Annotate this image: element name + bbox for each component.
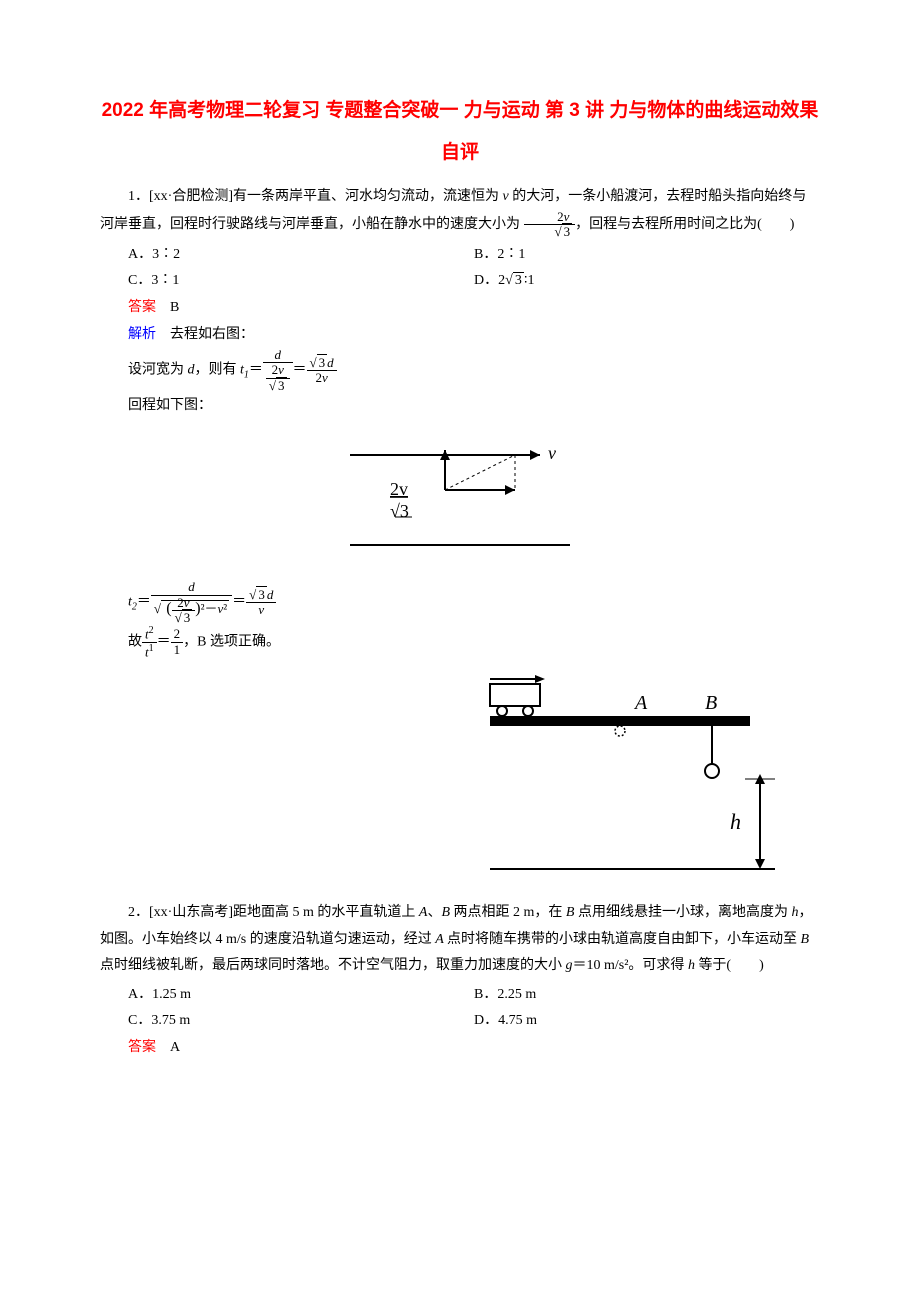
fig2-A: A <box>633 692 648 714</box>
fig1-num: 2v <box>390 479 408 499</box>
t2-frac1: d (2v3)²－v² <box>151 580 232 625</box>
q1-stem: 1．[xx·合肥检测]有一条两岸平直、河水均匀流动，流速恒为 v 的大河，一条小… <box>100 184 820 240</box>
q2-B2: B <box>566 905 578 920</box>
q2-B: B <box>441 905 453 920</box>
q2-ans-label: 答案 <box>128 1040 156 1055</box>
q2-optD: D．4.75 m <box>474 1008 820 1035</box>
figure-cart: A B h <box>100 674 820 885</box>
ratio-val: 21 <box>171 627 184 657</box>
q1-explain-2: 设河宽为 d，则有 t1＝d2v3＝3d2v <box>128 348 820 393</box>
fig2-B: B <box>705 692 717 714</box>
q2-b: 、 <box>427 905 441 920</box>
q1-explain-5: 故t2t1＝21，B 选项正确。 <box>128 625 820 659</box>
q2-B3: B <box>801 932 810 947</box>
fig1-v: v <box>548 443 556 463</box>
q1-options-2: C．3∶1 D．23∶1 <box>128 268 820 295</box>
ans-val: B <box>156 300 179 315</box>
q2-answer: 答案 A <box>100 1035 820 1062</box>
q1-optC: C．3∶1 <box>128 268 474 295</box>
q2-options: A．1.25 m B．2.25 m <box>128 982 820 1009</box>
exp-label: 解析 <box>128 327 156 342</box>
page-title: 2022 年高考物理二轮复习 专题整合突破一 力与运动 第 3 讲 力与物体的曲… <box>100 90 820 174</box>
exp-b: 设河宽为 <box>128 363 188 378</box>
ans-label: 答案 <box>128 300 156 315</box>
exp-a: 去程如右图： <box>156 327 254 342</box>
exp-e: 故 <box>128 634 142 649</box>
boat-svg: v 2v √3 <box>330 435 590 555</box>
q2-hh: ＝10 m/s²。可求得 <box>573 958 688 973</box>
t1-frac1: d2v3 <box>263 348 293 393</box>
q1-stem-c: ，回程与去程所用时间之比为( ) <box>575 217 794 232</box>
q2-optC: C．3.75 m <box>128 1008 474 1035</box>
q2-gvar: g <box>566 958 573 973</box>
q1-explain-1: 解析 去程如右图： <box>100 322 820 349</box>
t1-frac2: 3d2v <box>307 356 337 386</box>
var-v: v <box>503 189 513 204</box>
exp-f: ，B 选项正确。 <box>183 634 280 649</box>
q1-answer: 答案 B <box>100 295 820 322</box>
q2-d: 点用细线悬挂一小球，离地高度为 <box>578 905 792 920</box>
q2-stem: 2．[xx·山东高考]距地面高 5 m 的水平直轨道上 A、B 两点相距 2 m… <box>100 900 820 980</box>
q2-a: 2．[xx·山东高考]距地面高 5 m 的水平直轨道上 <box>128 905 419 920</box>
q1-optD: D．23∶1 <box>474 268 820 295</box>
speed-fraction: 2v3 <box>524 210 576 240</box>
q1-stem-a: 1．[xx·合肥检测]有一条两岸平直、河水均匀流动，流速恒为 <box>128 189 503 204</box>
q2-options-2: C．3.75 m D．4.75 m <box>128 1008 820 1035</box>
t2-frac2: 3dv <box>246 588 276 618</box>
fig1-den: √3 <box>390 501 409 521</box>
exp-c: ，则有 <box>195 363 241 378</box>
q1-optB: B．2∶1 <box>474 242 820 269</box>
q1-options: A．3∶2 B．2∶1 <box>128 242 820 269</box>
fig2-h: h <box>730 809 741 834</box>
q2-g: 点时细线被轧断，最后两球同时落地。不计空气阻力，取重力加速度的大小 <box>100 958 566 973</box>
q2-optA: A．1.25 m <box>128 982 474 1009</box>
q2-optB: B．2.25 m <box>474 982 820 1009</box>
q1-explain-3: 回程如下图： <box>128 393 820 420</box>
cart-svg: A B h <box>480 674 780 874</box>
q1-explain-4: t2＝d (2v3)²－v²＝3dv <box>128 580 820 625</box>
var-d: d <box>188 363 195 378</box>
q2-i: 等于( ) <box>698 958 763 973</box>
q2-f: 点时将随车携带的小球由轨道高度自由卸下，小车运动至 <box>447 932 801 947</box>
q2-c: 两点相距 2 m，在 <box>454 905 566 920</box>
figure-boat: v 2v √3 <box>100 435 820 566</box>
q2-A2: A <box>435 932 447 947</box>
q1-optA: A．3∶2 <box>128 242 474 269</box>
q2-ans-val: A <box>156 1040 180 1055</box>
q2-h2: h <box>688 958 699 973</box>
ratio-frac: t2t1 <box>142 625 157 659</box>
